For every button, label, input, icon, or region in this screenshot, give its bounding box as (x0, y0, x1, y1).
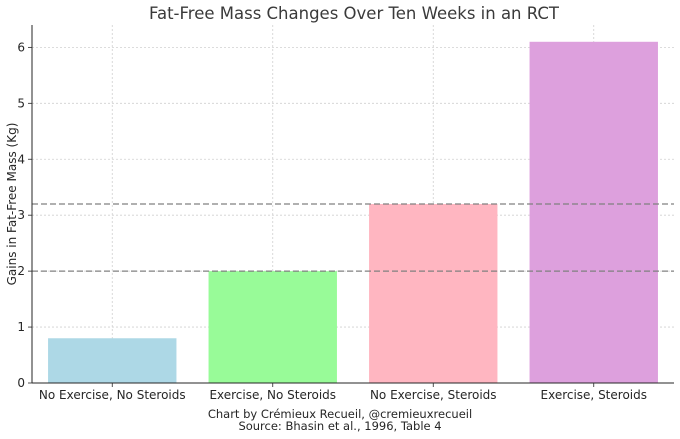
x-tick-label: Exercise, No Steroids (209, 388, 336, 402)
chart-title: Fat-Free Mass Changes Over Ten Weeks in … (149, 4, 560, 23)
x-tick-label: No Exercise, No Steroids (39, 388, 186, 402)
y-tick-label: 6 (17, 40, 25, 54)
y-axis-label: Gains in Fat-Free Mass (Kg) (5, 123, 19, 286)
bars (48, 41, 658, 383)
bar (369, 204, 498, 383)
axes (28, 25, 674, 387)
reference-lines (32, 203, 674, 272)
bar (529, 41, 658, 383)
caption-credit: Chart by Crémieux Recueil, @cremieuxrecu… (208, 407, 472, 421)
y-tick-label: 0 (17, 376, 25, 390)
y-tick-label: 5 (17, 96, 25, 110)
tick-labels: 0 1 2 3 4 5 6 No Exercise, No Steroids Exercise,… (17, 40, 647, 402)
y-tick-label: 4 (17, 152, 25, 166)
bar (48, 338, 177, 383)
bar (208, 271, 337, 383)
y-tick-label: 1 (17, 320, 25, 334)
y-tick-label: 3 (17, 208, 25, 222)
caption-source: Source: Bhasin et al., 1996, Table 4 (238, 419, 441, 433)
x-tick-label: No Exercise, Steroids (370, 388, 497, 402)
x-tick-label: Exercise, Steroids (541, 388, 647, 402)
y-tick-label: 2 (17, 264, 25, 278)
